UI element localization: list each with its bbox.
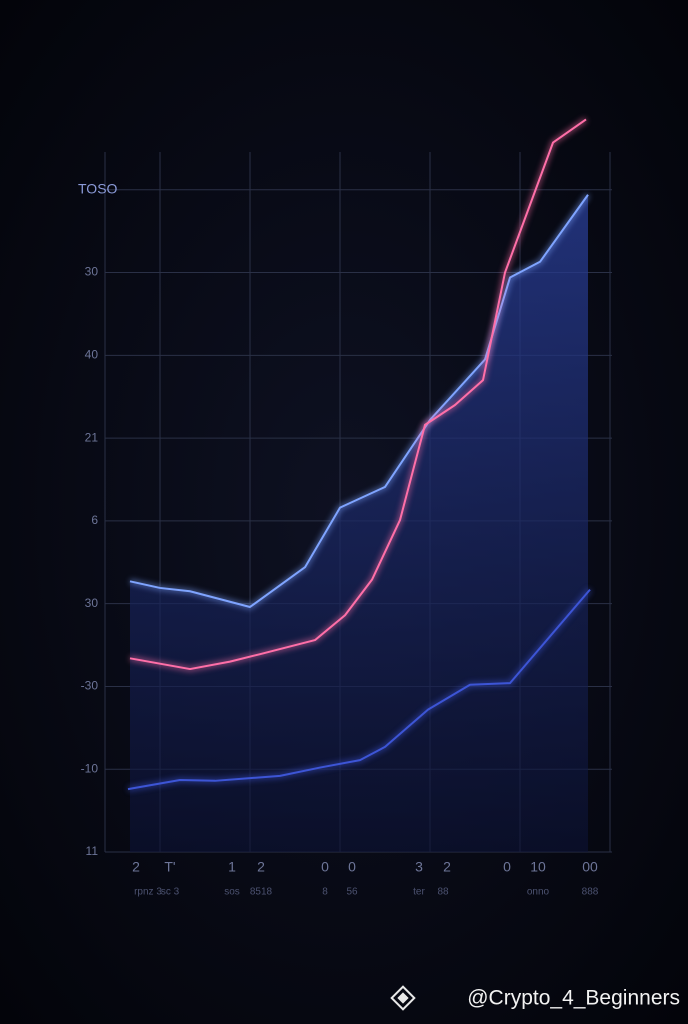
x-tick-label: T' (164, 859, 175, 875)
x-sub-label: 8 (322, 887, 328, 898)
y-tick-label: 30 (85, 265, 99, 279)
y-tick-label: 6 (91, 513, 98, 527)
x-sub-label: rpnz 3 (134, 887, 162, 898)
x-sub-label: 8518 (250, 887, 273, 898)
x-sub-label: sos (224, 887, 240, 898)
line (129, 194, 589, 608)
x-tick-label: 00 (582, 859, 598, 875)
y-tick-label: TOSO (78, 180, 118, 196)
x-tick-label: 0 (503, 859, 511, 875)
x-sub-label: 56 (346, 887, 358, 898)
y-tick-label: 11 (86, 844, 99, 858)
line (129, 118, 587, 671)
x-tick-label: 10 (530, 859, 546, 875)
x-sub-label: ter (413, 887, 425, 898)
x-tick-label: 2 (443, 859, 451, 875)
y-tick-label: 30 (85, 596, 99, 610)
x-tick-label: 2 (132, 859, 140, 875)
area (130, 194, 588, 852)
watermark-text: @Crypto_4_Beginners (467, 987, 680, 1010)
x-sub-label: sc 3 (161, 887, 180, 898)
x-sub-label: 888 (582, 887, 599, 898)
watermark-icon (390, 985, 416, 1011)
x-tick-label: 3 (415, 859, 423, 875)
y-tick-label: 40 (85, 348, 99, 362)
y-tick-label: -10 (81, 761, 99, 775)
x-tick-label: 0 (321, 859, 329, 875)
x-tick-label: 2 (257, 859, 265, 875)
watermark: @Crypto_4_Beginners (390, 985, 680, 1011)
x-sub-label: 88 (437, 887, 449, 898)
y-tick-label: -30 (81, 679, 99, 693)
line (127, 588, 591, 791)
x-tick-label: 1 (228, 859, 236, 875)
x-sub-label: onno (527, 887, 550, 898)
y-tick-label: 21 (85, 430, 99, 444)
x-tick-label: 0 (348, 859, 356, 875)
